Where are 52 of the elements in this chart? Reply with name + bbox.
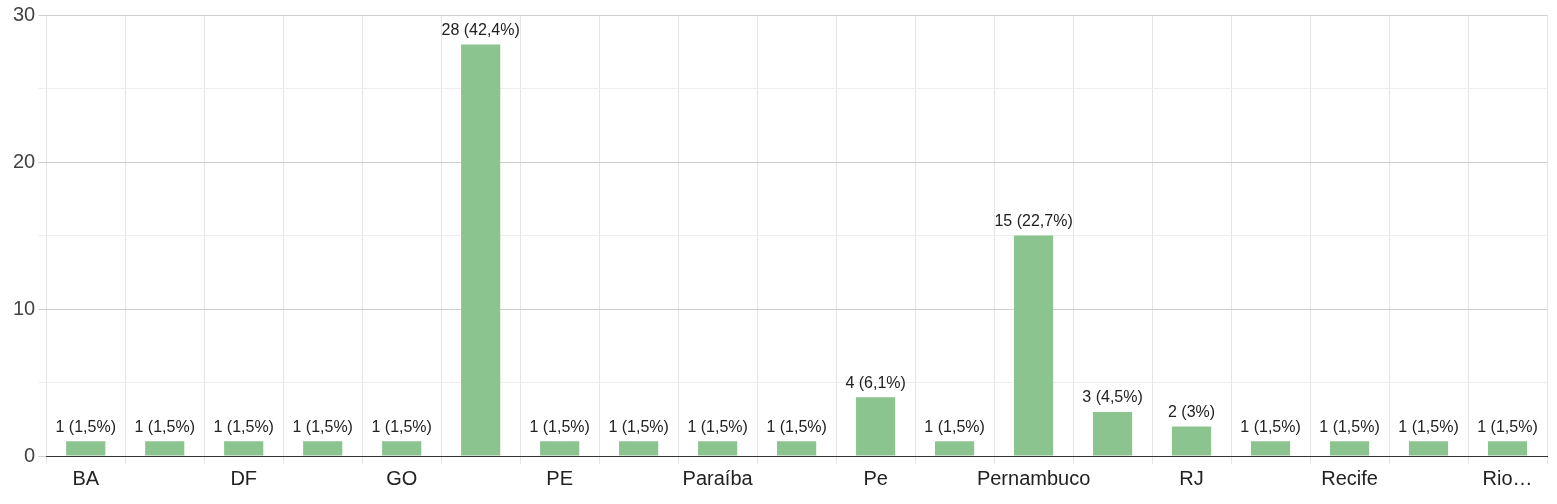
x-tick-label: Rio…	[1482, 466, 1533, 489]
data-label: 1 (1,5%)	[371, 417, 432, 435]
y-tick-label: 10	[13, 296, 36, 319]
bar	[777, 441, 817, 456]
bar	[1092, 411, 1133, 456]
x-tick-label: Paraíba	[682, 466, 754, 489]
data-label: 4 (6,1%)	[845, 373, 906, 391]
x-tick-label: Pernambuco	[976, 466, 1091, 489]
data-label: 1 (1,5%)	[134, 417, 195, 435]
bar	[1250, 441, 1291, 456]
bar	[619, 441, 659, 456]
x-tick-label: Recife	[1321, 466, 1378, 489]
data-label: 1 (1,5%)	[608, 417, 669, 435]
bar	[1487, 441, 1528, 456]
data-label: 15 (22,7%)	[994, 211, 1073, 229]
data-label: 1 (1,5%)	[213, 417, 274, 435]
bar	[698, 441, 738, 456]
bar	[1408, 441, 1449, 456]
data-label: 1 (1,5%)	[292, 417, 353, 435]
y-tick-label: 30	[13, 2, 36, 25]
data-label: 1 (1,5%)	[529, 417, 590, 435]
bar	[224, 441, 264, 456]
data-label: 28 (42,4%)	[441, 20, 520, 38]
data-label: 1 (1,5%)	[687, 417, 748, 435]
bar	[461, 44, 501, 456]
data-label: 1 (1,5%)	[924, 417, 985, 435]
bar	[1014, 235, 1054, 456]
x-tick-label: BA	[72, 466, 100, 489]
x-tick-label: RJ	[1179, 466, 1204, 489]
data-label: 2 (3%)	[1168, 403, 1216, 421]
bar	[1171, 426, 1212, 456]
x-tick-label: Pe	[863, 466, 888, 489]
bar	[1329, 441, 1370, 456]
x-tick-label: DF	[230, 466, 258, 489]
data-label: 1 (1,5%)	[1319, 417, 1380, 435]
bar	[303, 441, 343, 456]
bar	[856, 397, 896, 456]
data-label: 1 (1,5%)	[1398, 417, 1459, 435]
data-label: 1 (1,5%)	[766, 417, 827, 435]
x-tick-label: GO	[386, 466, 418, 489]
bar	[382, 441, 422, 456]
y-tick-label: 20	[13, 149, 36, 172]
data-label: 1 (1,5%)	[1240, 417, 1301, 435]
data-label: 3 (4,5%)	[1082, 388, 1143, 406]
bar	[66, 441, 106, 456]
bar	[145, 441, 185, 456]
x-tick-label: PE	[546, 466, 574, 489]
bar	[935, 441, 975, 456]
data-label: 1 (1,5%)	[1477, 417, 1538, 435]
bar	[540, 441, 580, 456]
data-label: 1 (1,5%)	[55, 417, 116, 435]
y-tick-label: 0	[24, 443, 36, 466]
